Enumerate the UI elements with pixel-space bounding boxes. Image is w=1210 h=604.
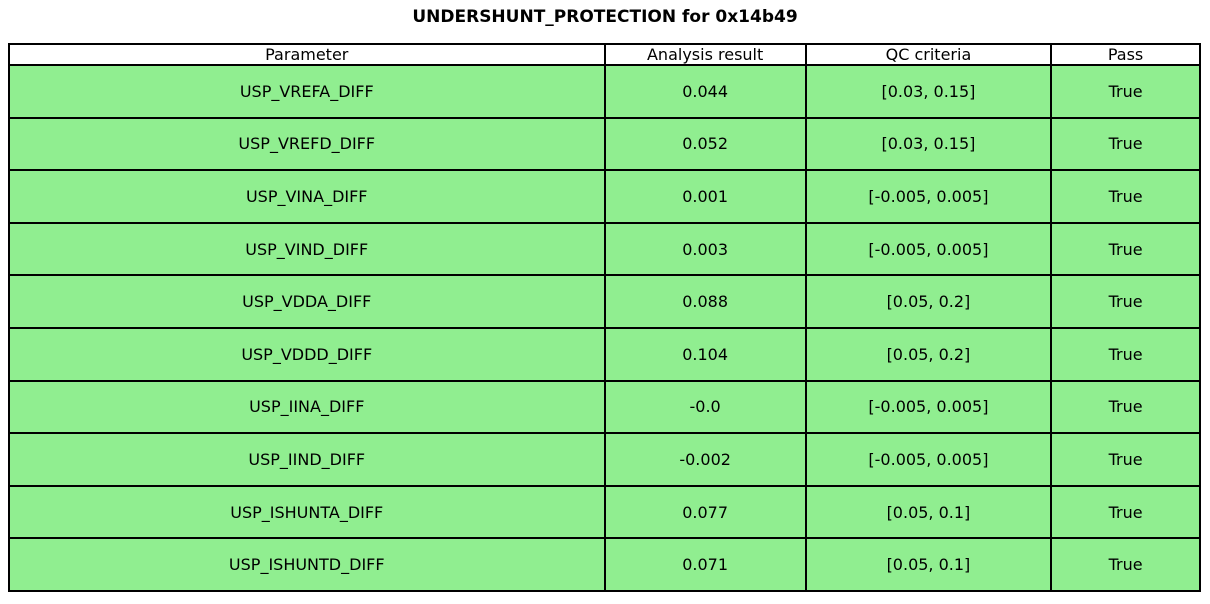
cell-pass: True	[1050, 326, 1201, 382]
table-row: USP_VINA_DIFF 0.001 [-0.005, 0.005] True	[8, 169, 1201, 224]
cell-analysis-result: 0.052	[603, 116, 807, 172]
cell-qc-criteria: [-0.005, 0.005]	[804, 379, 1053, 435]
header-row: Parameter Analysis result QC criteria Pa…	[8, 43, 1201, 66]
table-row: USP_IIND_DIFF -0.002 [-0.005, 0.005] Tru…	[8, 432, 1201, 487]
table-row: USP_VREFA_DIFF 0.044 [0.03, 0.15] True	[8, 64, 1201, 119]
cell-qc-criteria: [0.05, 0.2]	[804, 326, 1053, 382]
cell-qc-criteria: [-0.005, 0.005]	[804, 432, 1053, 487]
cell-parameter: USP_ISHUNTD_DIFF	[8, 537, 606, 592]
cell-qc-criteria: [-0.005, 0.005]	[804, 221, 1053, 277]
cell-qc-criteria: [0.05, 0.1]	[804, 537, 1053, 592]
cell-pass: True	[1050, 64, 1201, 119]
col-header-qc-criteria: QC criteria	[804, 43, 1053, 66]
cell-pass: True	[1050, 169, 1201, 224]
cell-parameter: USP_VDDD_DIFF	[8, 326, 606, 382]
cell-pass: True	[1050, 116, 1201, 172]
cell-qc-criteria: [0.03, 0.15]	[804, 116, 1053, 172]
cell-analysis-result: -0.002	[603, 432, 807, 487]
cell-parameter: USP_VREFA_DIFF	[8, 64, 606, 119]
table-row: USP_IINA_DIFF -0.0 [-0.005, 0.005] True	[8, 379, 1201, 435]
cell-pass: True	[1050, 274, 1201, 329]
cell-analysis-result: 0.044	[603, 64, 807, 119]
col-header-parameter: Parameter	[8, 43, 606, 66]
cell-qc-criteria: [-0.005, 0.005]	[804, 169, 1053, 224]
col-header-analysis-result: Analysis result	[603, 43, 807, 66]
table-row: USP_VIND_DIFF 0.003 [-0.005, 0.005] True	[8, 221, 1201, 277]
cell-qc-criteria: [0.05, 0.1]	[804, 484, 1053, 540]
table-title: UNDERSHUNT_PROTECTION for 0x14b49	[412, 7, 798, 27]
table-row: USP_VDDD_DIFF 0.104 [0.05, 0.2] True	[8, 326, 1201, 382]
cell-analysis-result: 0.003	[603, 221, 807, 277]
cell-qc-criteria: [0.05, 0.2]	[804, 274, 1053, 329]
table-row: USP_VREFD_DIFF 0.052 [0.03, 0.15] True	[8, 116, 1201, 172]
col-header-pass: Pass	[1050, 43, 1201, 66]
cell-parameter: USP_VDDA_DIFF	[8, 274, 606, 329]
cell-parameter: USP_ISHUNTA_DIFF	[8, 484, 606, 540]
cell-analysis-result: 0.104	[603, 326, 807, 382]
table-row: USP_ISHUNTD_DIFF 0.071 [0.05, 0.1] True	[8, 537, 1201, 592]
qc-results-table: Parameter Analysis result QC criteria Pa…	[8, 43, 1201, 592]
cell-analysis-result: 0.088	[603, 274, 807, 329]
cell-qc-criteria: [0.03, 0.15]	[804, 64, 1053, 119]
cell-analysis-result: -0.0	[603, 379, 807, 435]
cell-pass: True	[1050, 221, 1201, 277]
cell-analysis-result: 0.001	[603, 169, 807, 224]
cell-pass: True	[1050, 379, 1201, 435]
cell-pass: True	[1050, 432, 1201, 487]
cell-pass: True	[1050, 484, 1201, 540]
cell-analysis-result: 0.071	[603, 537, 807, 592]
cell-parameter: USP_IINA_DIFF	[8, 379, 606, 435]
cell-parameter: USP_VREFD_DIFF	[8, 116, 606, 172]
table-row: USP_VDDA_DIFF 0.088 [0.05, 0.2] True	[8, 274, 1201, 329]
cell-parameter: USP_VINA_DIFF	[8, 169, 606, 224]
table-row: USP_ISHUNTA_DIFF 0.077 [0.05, 0.1] True	[8, 484, 1201, 540]
cell-pass: True	[1050, 537, 1201, 592]
cell-analysis-result: 0.077	[603, 484, 807, 540]
cell-parameter: USP_VIND_DIFF	[8, 221, 606, 277]
cell-parameter: USP_IIND_DIFF	[8, 432, 606, 487]
